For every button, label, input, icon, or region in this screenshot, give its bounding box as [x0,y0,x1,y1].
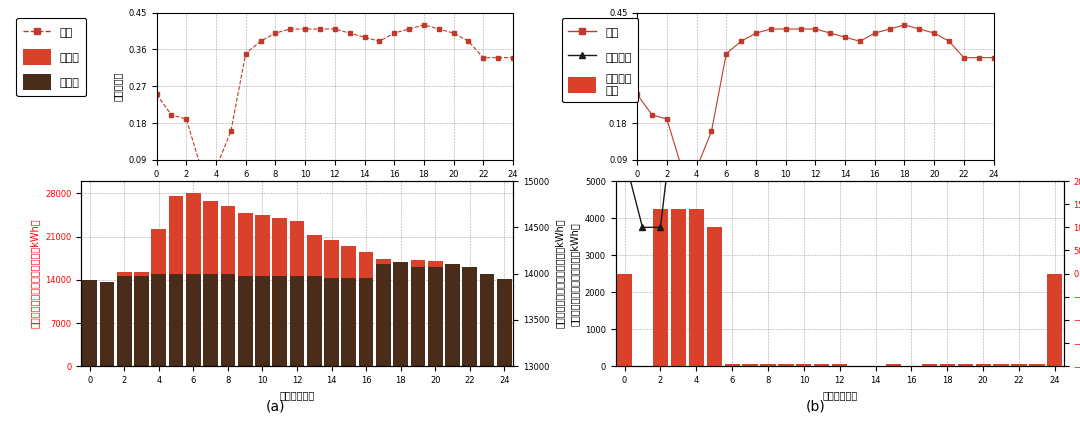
X-axis label: 时间（小时）: 时间（小时） [798,184,833,194]
Bar [868,366,883,421]
Bar [203,201,218,274]
Text: (b): (b) [806,400,825,413]
Bar [428,261,443,267]
Text: (a): (a) [266,400,285,413]
Bar [238,276,253,366]
Bar [886,365,901,366]
X-axis label: 时间（小时）: 时间（小时） [822,391,858,400]
Bar [1048,274,1063,366]
Bar [203,274,218,366]
Bar [1029,365,1044,366]
Bar [462,267,477,271]
Bar [307,276,322,366]
Bar [151,274,166,366]
Bar [238,213,253,276]
Bar [168,196,184,274]
Y-axis label: 电价（元）: 电价（元） [593,72,604,101]
Legend: 电价, 有储能, 无储能: 电价, 有储能, 无储能 [16,18,86,96]
Bar [958,365,973,366]
Bar [255,276,270,366]
Bar [904,366,919,421]
Bar [689,209,704,366]
Bar [940,365,955,366]
Bar [324,240,339,278]
Bar [255,215,270,276]
Bar [359,252,374,278]
Bar [289,221,305,276]
Bar [428,267,443,366]
Bar [832,365,848,366]
Legend: 电价, 电站库容, 每时抽放
水量: 电价, 电站库容, 每时抽放 水量 [562,18,638,102]
Bar [480,274,495,366]
Bar [324,278,339,366]
Bar [462,267,477,366]
Bar [134,272,149,276]
Bar [445,264,460,366]
X-axis label: 时间（小时）: 时间（小时） [280,391,314,400]
Bar [975,365,990,366]
Bar [497,279,512,366]
Y-axis label: 电价（元）: 电价（元） [112,72,123,101]
Bar [814,365,829,366]
Bar [220,206,235,274]
X-axis label: 时间（小时）: 时间（小时） [318,184,352,194]
Bar [186,193,201,274]
Bar [617,274,632,366]
Bar [410,267,426,366]
Bar [341,246,356,278]
Bar [134,276,149,366]
Bar [779,365,794,366]
Bar [376,264,391,366]
Bar [220,274,235,366]
Bar [117,272,132,276]
Bar [742,365,758,366]
Bar [272,218,287,276]
Bar [671,209,686,366]
Bar [921,365,937,366]
Bar [151,229,166,274]
Bar [725,365,740,366]
Bar [359,278,374,366]
Bar [186,274,201,366]
Bar [99,282,114,366]
Bar [706,227,721,366]
Bar [272,276,287,366]
Bar [1011,365,1027,366]
Y-axis label: 无储能小水电站库容可发电量（kWh）: 无储能小水电站库容可发电量（kWh） [555,219,565,328]
Bar [289,276,305,366]
Y-axis label: 抽水蓄能电站库容可发电量（kWh）: 抽水蓄能电站库容可发电量（kWh） [569,222,579,325]
Bar [393,262,408,366]
Bar [480,274,495,275]
Bar [796,365,811,366]
Y-axis label: 有储能小水电站库容可发电量（kWh）: 有储能小水电站库容可发电量（kWh） [29,219,39,328]
Bar [168,274,184,366]
Bar [341,278,356,366]
Bar [410,260,426,267]
Bar [82,280,97,366]
Bar [994,365,1009,366]
Bar [393,262,408,263]
Bar [117,276,132,366]
Bar [376,259,391,264]
Bar [850,366,865,411]
Bar [652,209,669,366]
Bar [760,365,775,366]
Bar [307,235,322,276]
